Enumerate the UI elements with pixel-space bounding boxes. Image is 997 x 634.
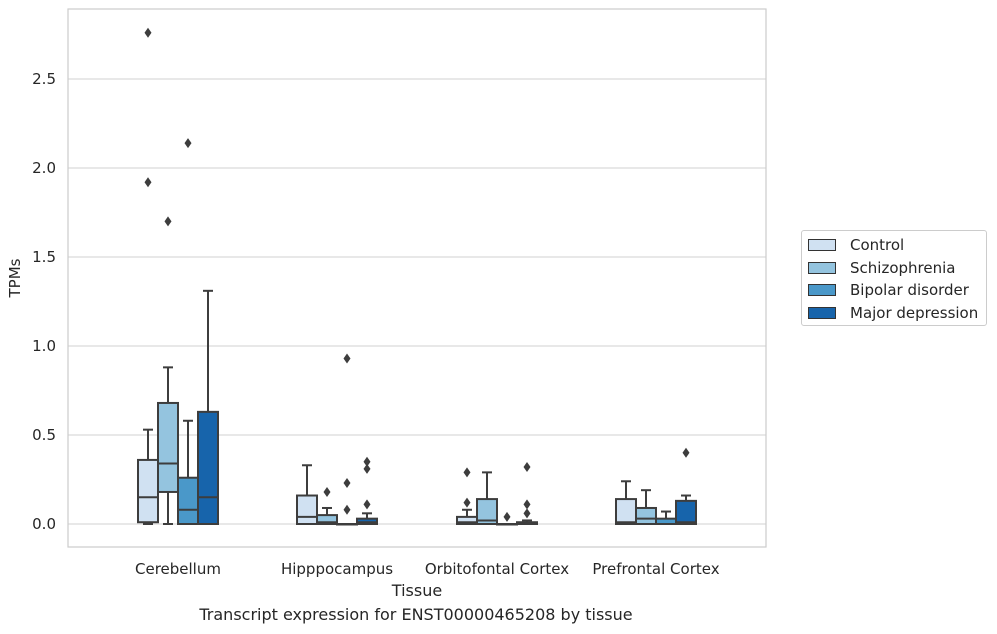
box-iqr [635, 506, 657, 526]
legend-swatch-schizophrenia [808, 262, 836, 274]
legend-swatch-major-depression [808, 307, 836, 319]
outlier-point [363, 499, 371, 510]
series-major-depression [197, 289, 697, 525]
box [157, 216, 179, 525]
box [356, 456, 378, 525]
series-bipolar-disorder [177, 138, 677, 526]
y-tick-label: 1.5 [32, 248, 56, 266]
legend-label-schizophrenia: Schizophrenia [850, 259, 956, 277]
figure-caption: Transcript expression for ENST0000046520… [199, 605, 633, 624]
outlier-point [144, 177, 152, 188]
legend-label-bipolar-disorder: Bipolar disorder [850, 281, 969, 299]
box [496, 511, 518, 526]
box-iqr [296, 494, 318, 525]
outlier-point [523, 462, 531, 473]
y-axis-label: TPMs [6, 258, 24, 298]
box-iqr [197, 410, 219, 525]
legend-item-schizophrenia: Schizophrenia [808, 259, 955, 277]
box [635, 489, 657, 526]
box-iqr [157, 401, 179, 493]
y-tick-label: 0.0 [32, 515, 56, 533]
y-tick-label: 0.5 [32, 426, 56, 444]
outlier-point [144, 27, 152, 38]
y-tick-label: 2.0 [32, 159, 56, 177]
legend-item-major-depression: Major depression [808, 304, 978, 322]
legend: Control Schizophrenia Bipolar disorder M… [801, 230, 987, 326]
x-axis-label: Tissue [391, 581, 442, 600]
legend-item-control: Control [808, 236, 904, 254]
box [197, 289, 219, 525]
outlier-point [323, 486, 331, 497]
x-tick-label: Hipppocampus [281, 560, 393, 578]
outlier-point [164, 216, 172, 227]
legend-label-major-depression: Major depression [850, 304, 979, 322]
box [516, 462, 538, 525]
box-iqr [615, 498, 637, 525]
box [456, 467, 478, 526]
outlier-point [343, 478, 351, 489]
x-tick-label: Prefrontal Cortex [592, 560, 719, 578]
box [336, 353, 358, 526]
legend-item-bipolar-disorder: Bipolar disorder [808, 281, 969, 299]
box [655, 510, 677, 525]
y-tick-label: 2.5 [32, 70, 56, 88]
outlier-point [523, 499, 531, 510]
outlier-point [343, 504, 351, 515]
outlier-point [463, 467, 471, 478]
outlier-point [363, 456, 371, 467]
outlier-point [523, 508, 531, 519]
box [476, 471, 498, 525]
y-tick-labels: 0.0 0.5 1.0 1.5 2.0 2.5 [32, 70, 56, 533]
box [615, 480, 637, 525]
x-tick-labels: Cerebellum Hipppocampus Orbitofontal Corte… [135, 560, 720, 578]
x-tick-label: Cerebellum [135, 560, 221, 578]
box [675, 447, 697, 525]
box [296, 464, 318, 525]
box-series [137, 27, 697, 526]
legend-label-control: Control [850, 236, 905, 254]
legend-swatch-bipolar-disorder [808, 284, 836, 296]
box [137, 27, 159, 525]
outlier-point [463, 497, 471, 508]
series-schizophrenia [157, 216, 657, 526]
legend-swatch-control [808, 239, 836, 251]
outlier-point [184, 138, 192, 149]
box-iqr [137, 458, 159, 524]
box-iqr [675, 499, 697, 525]
box-iqr [177, 476, 199, 525]
outlier-point [682, 447, 690, 458]
box-iqr [476, 498, 498, 525]
box [177, 138, 199, 525]
outlier-point [363, 463, 371, 474]
plot-frame [67, 8, 767, 548]
box [316, 486, 338, 525]
outlier-point [503, 511, 511, 522]
y-tick-label: 1.0 [32, 337, 56, 355]
outlier-point [343, 353, 351, 364]
x-tick-label: Orbitofontal Cortex [425, 560, 569, 578]
box-iqr [316, 514, 338, 525]
